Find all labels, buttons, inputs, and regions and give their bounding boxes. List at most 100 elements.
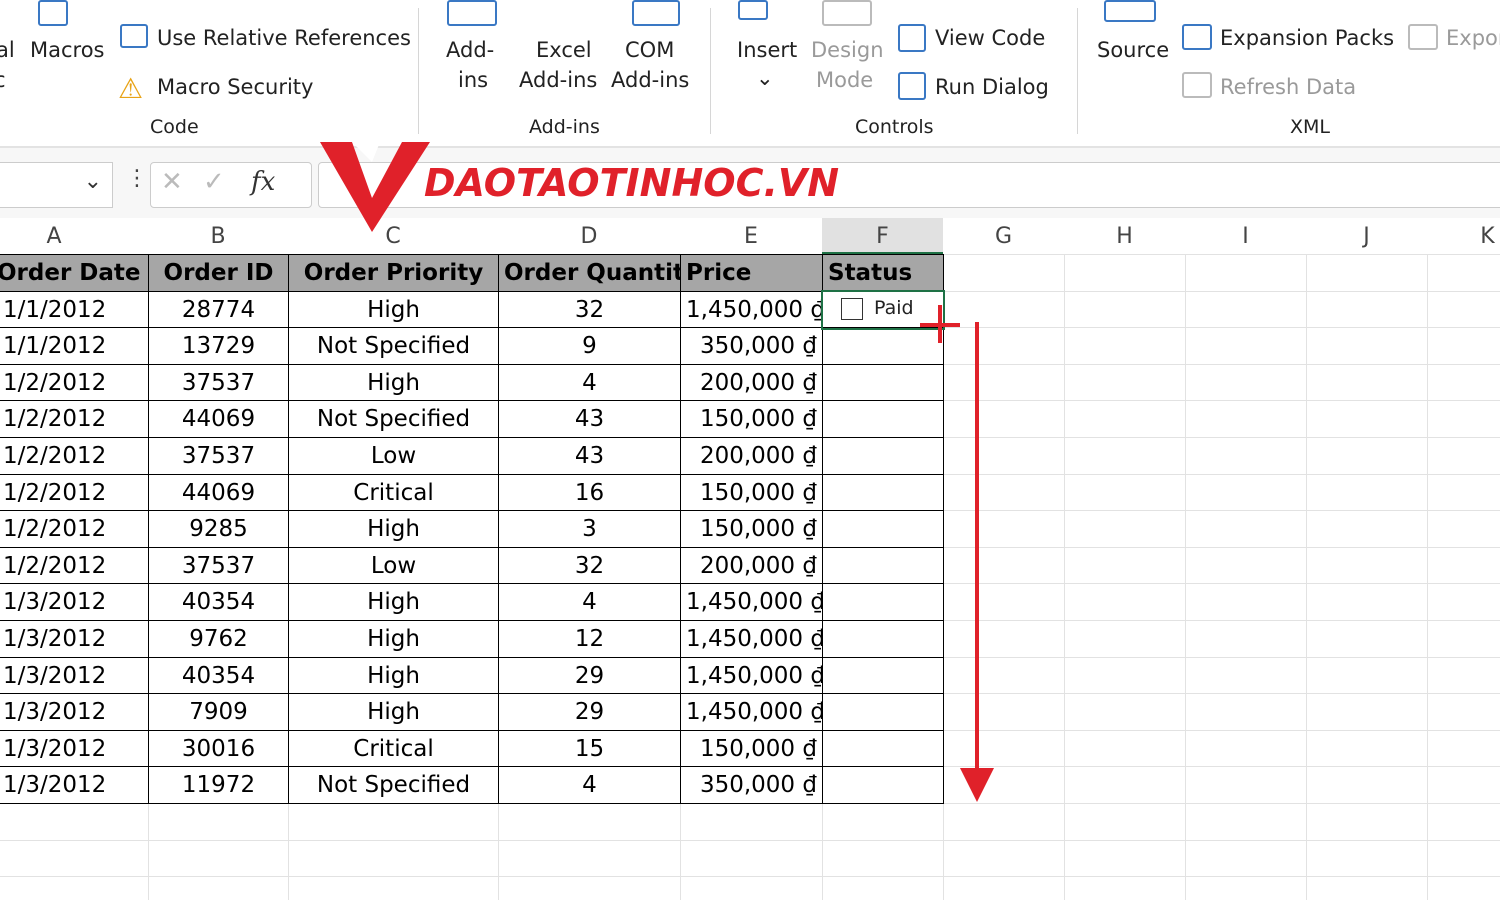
column-header[interactable]: K [1480, 224, 1495, 249]
source-button[interactable]: Source [1097, 38, 1170, 62]
table-cell[interactable]: 200,000 ₫ [680, 546, 823, 585]
table-cell[interactable]: 44069 [148, 473, 289, 512]
table-cell[interactable]: 1/3/2012 [0, 693, 149, 731]
table-cell[interactable] [822, 729, 944, 768]
addins-button[interactable]: Add- [446, 38, 495, 62]
table-cell[interactable]: 1/2/2012 [0, 437, 149, 475]
addins-button[interactable]: ins [458, 68, 489, 92]
enter-icon[interactable]: ✓ [203, 167, 225, 197]
table-cell[interactable]: 29 [498, 693, 681, 731]
column-header[interactable]: B [210, 224, 226, 249]
com-addins-button[interactable]: COM [625, 38, 675, 62]
com-addins-button[interactable]: Add-ins [611, 68, 690, 92]
table-cell[interactable]: 37537 [148, 437, 289, 475]
macro-security-button[interactable]: Macro Security [157, 75, 314, 99]
table-cell[interactable]: 1/3/2012 [0, 583, 149, 621]
table-cell[interactable]: 150,000 ₫ [680, 400, 823, 438]
table-cell[interactable]: High [288, 510, 499, 548]
table-cell[interactable]: 30016 [148, 729, 289, 768]
table-cell[interactable] [822, 620, 944, 658]
vb-label[interactable]: al [0, 38, 15, 62]
table-cell[interactable] [822, 400, 944, 438]
table-cell[interactable]: 15 [498, 729, 681, 768]
relative-refs-button[interactable]: Use Relative References [157, 26, 411, 50]
column-header[interactable]: C [385, 224, 401, 249]
table-cell[interactable]: Not Specified [288, 766, 499, 804]
checkbox[interactable] [841, 297, 863, 320]
table-cell[interactable]: 37537 [148, 363, 289, 402]
refresh-data-button[interactable]: Refresh Data [1220, 75, 1357, 99]
table-cell[interactable]: 200,000 ₫ [680, 437, 823, 475]
ribbon-icon [1182, 72, 1212, 98]
table-cell[interactable]: Critical [288, 729, 499, 768]
table-cell[interactable] [822, 583, 944, 621]
table-cell[interactable]: 1/2/2012 [0, 510, 149, 548]
export-button[interactable]: Expor [1446, 26, 1500, 50]
table-cell[interactable] [822, 473, 944, 512]
column-header[interactable]: A [46, 224, 62, 249]
checkbox-label[interactable]: Paid [874, 296, 914, 319]
table-cell[interactable]: 9762 [148, 620, 289, 658]
group-label: Add-ins [529, 116, 600, 138]
vb-label[interactable]: c [0, 68, 6, 92]
run-dialog-button[interactable]: Run Dialog [935, 75, 1049, 99]
table-cell[interactable]: 7909 [148, 693, 289, 731]
header-cell[interactable]: Order Priority [288, 254, 499, 292]
table-cell[interactable]: 1,450,000 ₫ [680, 583, 823, 621]
table-cell[interactable]: 1/2/2012 [0, 400, 149, 438]
table-cell[interactable]: 4 [498, 363, 681, 402]
column-header[interactable]: H [1116, 224, 1133, 249]
table-cell[interactable] [822, 656, 944, 695]
more-dots[interactable]: ⋮ [126, 166, 148, 191]
insert-button[interactable]: Insert [737, 38, 798, 62]
table-cell[interactable]: 1/3/2012 [0, 620, 149, 658]
design-mode-button[interactable]: Mode [816, 68, 874, 92]
table-cell[interactable]: 1/1/2012 [0, 290, 149, 329]
table-cell[interactable]: High [288, 363, 499, 402]
table-cell[interactable] [822, 327, 944, 365]
design-mode-button[interactable]: Design [811, 38, 884, 62]
table-cell[interactable]: 350,000 ₫ [680, 766, 823, 804]
header-cell[interactable]: Status [822, 254, 944, 292]
column-header[interactable]: F [876, 224, 889, 249]
table-cell[interactable] [822, 510, 944, 548]
table-cell[interactable]: 1,450,000 ₫ [680, 620, 823, 658]
table-cell[interactable]: 11972 [148, 766, 289, 804]
formula-input[interactable] [318, 162, 1500, 208]
table-cell[interactable]: 1/2/2012 [0, 546, 149, 585]
table-cell[interactable] [822, 546, 944, 585]
name-box[interactable]: ⌄ [0, 162, 113, 208]
fx-button[interactable]: fx [251, 167, 276, 197]
table-cell[interactable]: 40354 [148, 656, 289, 695]
cancel-icon[interactable]: ✕ [161, 167, 183, 197]
expansion-packs-button[interactable]: Expansion Packs [1220, 26, 1395, 50]
table-cell[interactable]: 43 [498, 400, 681, 438]
table-cell[interactable]: 1/2/2012 [0, 473, 149, 512]
table-cell[interactable]: 13729 [148, 327, 289, 365]
view-code-button[interactable]: View Code [935, 26, 1046, 50]
column-header[interactable]: D [580, 224, 598, 249]
table-cell[interactable]: 1/2/2012 [0, 363, 149, 402]
table-cell[interactable]: High [288, 656, 499, 695]
table-cell[interactable]: High [288, 620, 499, 658]
excel-addins-button[interactable]: Excel [536, 38, 592, 62]
header-cell[interactable]: Order ID [148, 254, 289, 292]
column-header[interactable]: J [1363, 224, 1370, 249]
table-cell[interactable]: Low [288, 437, 499, 475]
excel-addins-button[interactable]: Add-ins [519, 68, 598, 92]
column-header[interactable]: G [994, 224, 1013, 249]
table-cell[interactable]: 9285 [148, 510, 289, 548]
macros-button[interactable]: Macros [30, 38, 105, 62]
table-cell[interactable]: Critical [288, 473, 499, 512]
table-cell[interactable]: 150,000 ₫ [680, 473, 823, 512]
table-cell[interactable]: 1/3/2012 [0, 766, 149, 804]
header-cell[interactable]: Price [680, 254, 823, 292]
table-cell[interactable]: 1,450,000 ₫ [680, 656, 823, 695]
table-cell[interactable]: 32 [498, 546, 681, 585]
table-cell[interactable] [822, 766, 944, 804]
table-cell[interactable] [822, 437, 944, 475]
table-cell[interactable]: 29 [498, 656, 681, 695]
column-header[interactable]: I [1242, 224, 1249, 249]
column-header[interactable]: E [744, 224, 758, 249]
header-cell[interactable]: Order Quantity [498, 254, 681, 292]
